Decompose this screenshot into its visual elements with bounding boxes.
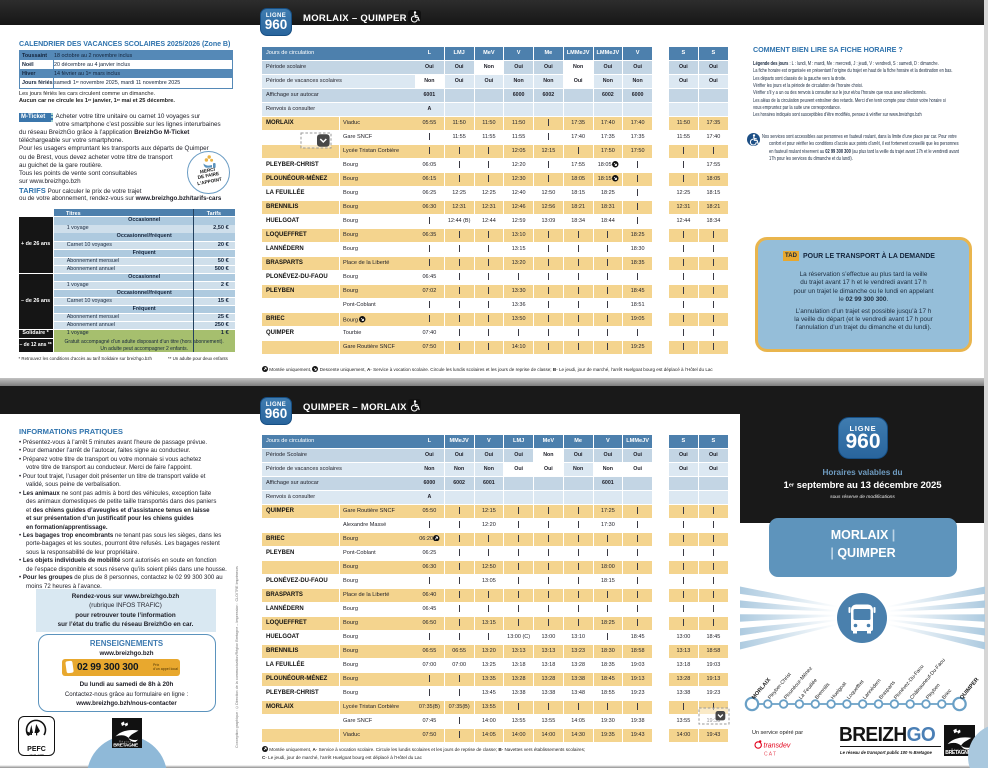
svg-text:CAT: CAT [764,752,777,758]
svg-text:BRETAGNE: BRETAGNE [945,750,971,756]
svg-text:transdev: transdev [764,743,791,750]
svg-text:BRETAGNE: BRETAGNE [113,742,139,748]
svg-text:Région: Région [951,747,964,751]
svg-text:Région: Région [119,740,132,744]
